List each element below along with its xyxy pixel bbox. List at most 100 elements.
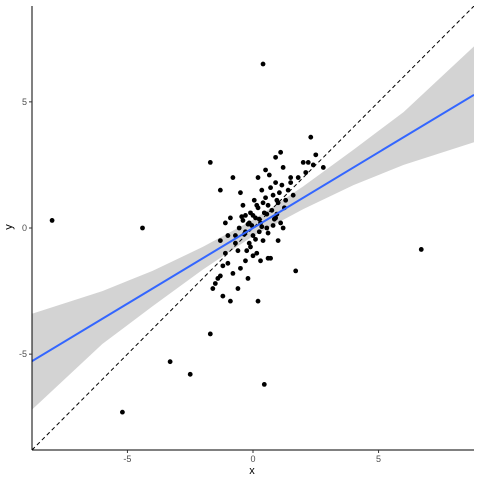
- data-point-67: [217, 238, 223, 244]
- x-tick-label-1: 0: [250, 454, 255, 464]
- data-point-19: [246, 240, 252, 246]
- data-point-109: [274, 197, 280, 203]
- data-point-12: [230, 175, 236, 180]
- data-point-46: [280, 165, 286, 170]
- data-point-82: [275, 238, 281, 244]
- data-point-27: [256, 229, 262, 235]
- data-point-63: [320, 165, 326, 170]
- data-point-70: [210, 286, 216, 291]
- data-point-79: [258, 258, 263, 264]
- data-point-80: [255, 298, 261, 304]
- data-point-108: [222, 220, 228, 226]
- y-tick-label-2: 5: [22, 97, 27, 107]
- data-point-91: [246, 220, 252, 226]
- data-point-106: [239, 214, 245, 220]
- data-point-44: [278, 220, 284, 226]
- data-point-86: [225, 260, 231, 266]
- data-point-10: [207, 160, 213, 165]
- data-point-81: [265, 255, 271, 261]
- data-point-23: [251, 197, 257, 203]
- data-point-30: [260, 238, 266, 244]
- data-point-55: [255, 175, 261, 180]
- data-point-84: [233, 240, 238, 246]
- data-point-14: [240, 218, 246, 223]
- y-tick-label-0: -5: [19, 349, 27, 359]
- data-point-11: [217, 187, 223, 193]
- y-tick-label-1: 0: [22, 223, 27, 233]
- data-point-5: [207, 331, 213, 337]
- data-point-25: [254, 250, 260, 256]
- data-point-17: [244, 248, 250, 254]
- data-point-71: [220, 293, 226, 299]
- data-point-32: [263, 195, 268, 201]
- data-point-93: [265, 230, 271, 236]
- data-point-90: [253, 236, 258, 242]
- data-point-6: [418, 247, 424, 252]
- data-point-73: [235, 286, 241, 291]
- data-point-88: [240, 202, 246, 208]
- data-point-95: [236, 225, 242, 231]
- data-point-74: [230, 271, 236, 276]
- data-point-61: [310, 162, 316, 168]
- data-point-1: [140, 225, 145, 231]
- x-tick-label-2: 5: [376, 454, 381, 464]
- data-point-104: [295, 175, 301, 180]
- data-point-50: [288, 175, 294, 180]
- data-point-9: [293, 268, 299, 274]
- data-point-53: [273, 154, 279, 160]
- lines-layer: [32, 6, 474, 450]
- data-point-65: [222, 250, 228, 256]
- data-point-69: [212, 281, 218, 286]
- data-point-40: [273, 180, 279, 185]
- data-point-56: [268, 185, 273, 191]
- data-point-3: [167, 359, 173, 365]
- data-point-64: [225, 233, 231, 238]
- data-point-92: [259, 224, 265, 230]
- data-point-0: [49, 218, 55, 223]
- data-point-99: [288, 180, 294, 185]
- data-point-87: [217, 273, 223, 279]
- data-point-33: [264, 225, 270, 231]
- data-point-103: [248, 244, 253, 250]
- data-point-54: [263, 167, 268, 173]
- regression-line: [32, 93, 474, 363]
- axes-layer: -5 0 5 -5 0 5: [19, 6, 474, 464]
- data-point-89: [250, 212, 256, 218]
- data-point-102: [260, 200, 266, 206]
- data-point-16: [243, 212, 248, 218]
- data-point-38: [270, 192, 276, 198]
- data-point-51: [290, 192, 296, 198]
- data-point-7: [260, 61, 266, 67]
- data-point-98: [280, 225, 286, 231]
- data-point-29: [259, 187, 265, 193]
- data-point-37: [269, 207, 275, 213]
- data-point-83: [235, 248, 241, 254]
- data-point-62: [313, 152, 319, 158]
- data-point-57: [300, 160, 306, 165]
- data-point-97: [254, 202, 260, 208]
- data-point-34: [265, 202, 271, 208]
- data-point-60: [308, 134, 314, 140]
- data-point-66: [220, 263, 226, 269]
- data-point-105: [256, 216, 262, 222]
- data-point-85: [227, 215, 233, 221]
- y-axis-title: y: [3, 224, 15, 230]
- data-point-94: [270, 223, 276, 228]
- data-point-8: [261, 382, 267, 387]
- data-point-52: [278, 149, 284, 155]
- data-point-43: [276, 190, 282, 196]
- x-axis-title: x: [249, 465, 255, 477]
- data-point-4: [187, 371, 193, 377]
- data-point-58: [303, 170, 309, 175]
- scatter-points-layer: [49, 61, 424, 415]
- data-point-78: [250, 253, 256, 259]
- data-point-59: [305, 160, 311, 165]
- x-tick-label-0: -5: [123, 454, 131, 464]
- data-point-76: [243, 258, 248, 264]
- data-point-2: [120, 409, 125, 415]
- data-point-35: [266, 172, 272, 178]
- data-point-100: [273, 215, 279, 221]
- data-point-13: [238, 190, 243, 196]
- data-point-45: [279, 182, 285, 188]
